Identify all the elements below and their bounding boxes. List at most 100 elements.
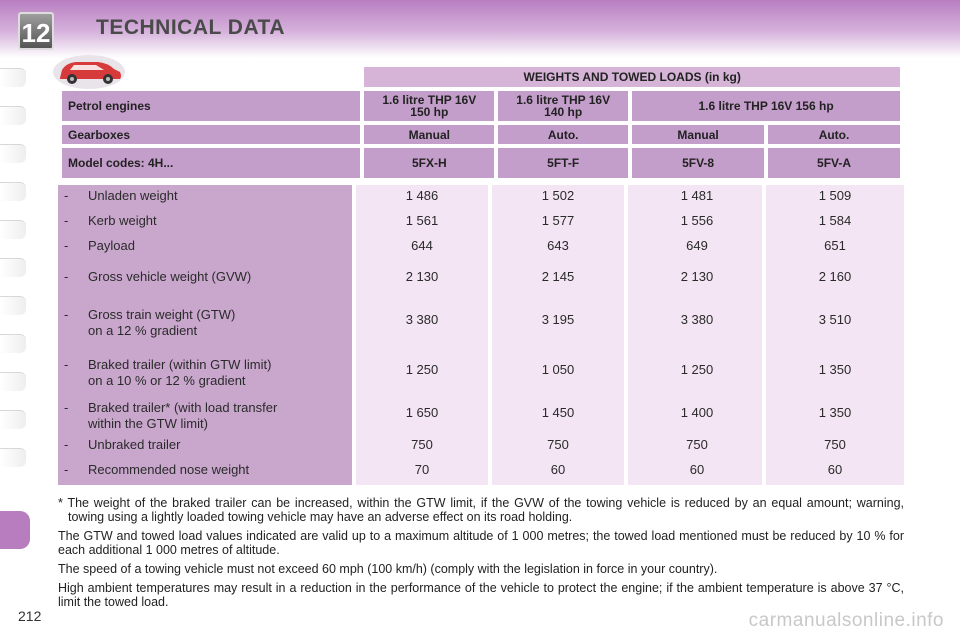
value-cell: 60 bbox=[827, 462, 843, 477]
row-label: Gross vehicle weight (GVW) bbox=[88, 269, 251, 285]
row-bullet: - bbox=[64, 462, 69, 477]
page-number: 212 bbox=[18, 608, 42, 624]
row-label-line: Payload bbox=[88, 238, 135, 253]
value-cell: 3 195 bbox=[541, 312, 575, 327]
value-cell: 1 350 bbox=[818, 405, 852, 420]
chapter-number-badge: 12 bbox=[18, 12, 54, 50]
note-paragraph: The speed of a towing vehicle must not e… bbox=[58, 562, 718, 576]
notes: * The weight of the braked trailer can b… bbox=[58, 496, 904, 614]
value-cell: 644 bbox=[411, 238, 433, 253]
row-bullet: - bbox=[64, 307, 69, 322]
row-label-line: Kerb weight bbox=[88, 213, 157, 228]
gearbox-cell: Auto. bbox=[498, 125, 629, 144]
row-bullet: - bbox=[64, 213, 69, 228]
value-cell: 1 650 bbox=[405, 405, 439, 420]
row-label: Payload bbox=[88, 238, 135, 254]
value-cell: 1 050 bbox=[541, 362, 575, 377]
row-label: Unladen weight bbox=[88, 188, 178, 204]
value-cell: 2 160 bbox=[818, 269, 852, 284]
row-label-line: Gross vehicle weight (GVW) bbox=[88, 269, 252, 284]
engine-row-label: Petrol engines bbox=[62, 91, 361, 121]
value-cell: 1 400 bbox=[680, 405, 714, 420]
row-bullet: - bbox=[64, 437, 69, 452]
chapter-tab[interactable] bbox=[0, 448, 26, 467]
engine-cell: 1.6 litre THP 16V 150 hp bbox=[364, 91, 495, 121]
label-column bbox=[58, 185, 352, 485]
value-cell: 3 380 bbox=[405, 312, 439, 327]
chapter-tab[interactable] bbox=[0, 68, 26, 87]
chapter-tab[interactable] bbox=[0, 106, 26, 125]
value-cell: 651 bbox=[824, 238, 846, 253]
note-paragraph: The GTW and towed load values indicated … bbox=[58, 529, 904, 557]
footnote: * The weight of the braked trailer can b… bbox=[58, 496, 904, 524]
row-label-line: Unladen weight bbox=[88, 188, 178, 203]
value-cell: 750 bbox=[686, 437, 708, 452]
value-cell: 1 486 bbox=[405, 188, 439, 203]
chapter-tab[interactable] bbox=[0, 258, 26, 277]
value-cell: 1 561 bbox=[405, 213, 439, 228]
chapter-tab[interactable] bbox=[0, 182, 26, 201]
value-cell: 2 130 bbox=[680, 269, 714, 284]
gearbox-cell: Manual bbox=[632, 125, 765, 144]
chapter-tab[interactable] bbox=[0, 410, 26, 429]
value-cell: 1 250 bbox=[680, 362, 714, 377]
row-label-line: Recommended nose weight bbox=[88, 462, 250, 477]
row-bullet: - bbox=[64, 357, 69, 372]
chapter-tab[interactable] bbox=[0, 334, 26, 353]
value-cell: 1 502 bbox=[541, 188, 575, 203]
gearbox-row-label: Gearboxes bbox=[62, 125, 361, 144]
row-label: Braked trailer* (with load transfer withi… bbox=[88, 400, 277, 432]
value-cell: 1 450 bbox=[541, 405, 575, 420]
chapter-tab[interactable] bbox=[0, 220, 26, 239]
engine-cell: 1.6 litre THP 16V 140 hp bbox=[498, 91, 629, 121]
row-bullet: - bbox=[64, 269, 69, 284]
chapter-tab[interactable] bbox=[0, 144, 26, 163]
row-label-line: Gross train weight (GTW) bbox=[88, 307, 236, 322]
value-column bbox=[628, 185, 762, 485]
row-label-line: within the GTW limit) bbox=[88, 416, 208, 431]
value-cell: 750 bbox=[547, 437, 569, 452]
row-label-line: on a 12 % gradient bbox=[88, 323, 198, 338]
model-code-cell: 5FT-F bbox=[498, 148, 629, 178]
model-code-row-label: Model codes: 4H... bbox=[62, 148, 361, 178]
value-cell: 1 584 bbox=[818, 213, 852, 228]
value-cell: 1 481 bbox=[680, 188, 714, 203]
row-label: Recommended nose weight bbox=[88, 462, 249, 478]
note-paragraph: High ambient temperatures may result in … bbox=[58, 581, 904, 609]
chapter-tab-active[interactable] bbox=[0, 511, 30, 549]
row-label: Braked trailer (within GTW limit) on a 10… bbox=[88, 357, 271, 389]
table-title: WEIGHTS AND TOWED LOADS (in kg) bbox=[364, 67, 900, 87]
value-cell: 60 bbox=[689, 462, 705, 477]
gearbox-cell: Auto. bbox=[768, 125, 900, 144]
row-bullet: - bbox=[64, 400, 69, 415]
value-cell: 60 bbox=[550, 462, 566, 477]
value-cell: 649 bbox=[686, 238, 708, 253]
model-code-cell: 5FV-A bbox=[768, 148, 900, 178]
chapter-tab[interactable] bbox=[0, 372, 26, 391]
value-cell: 3 510 bbox=[818, 312, 852, 327]
row-bullet: - bbox=[64, 238, 69, 253]
value-cell: 70 bbox=[414, 462, 430, 477]
gearbox-cell: Manual bbox=[364, 125, 495, 144]
value-cell: 750 bbox=[411, 437, 433, 452]
chapter-tab-strip bbox=[0, 60, 30, 560]
value-cell: 3 380 bbox=[680, 312, 714, 327]
row-label-line: Braked trailer* (with load transfer bbox=[88, 400, 278, 415]
chapter-tab[interactable] bbox=[0, 296, 26, 315]
row-label-line: Braked trailer (within GTW limit) bbox=[88, 357, 272, 372]
row-label: Unbraked trailer bbox=[88, 437, 181, 453]
model-code-cell: 5FV-8 bbox=[632, 148, 765, 178]
chapter-title: TECHNICAL DATA bbox=[96, 16, 285, 39]
value-cell: 1 556 bbox=[680, 213, 714, 228]
value-column bbox=[766, 185, 904, 485]
row-label: Kerb weight bbox=[88, 213, 157, 229]
engine-cell: 1.6 litre THP 16V 156 hp bbox=[632, 91, 900, 121]
value-cell: 2 145 bbox=[541, 269, 575, 284]
row-bullet: - bbox=[64, 188, 69, 203]
value-cell: 750 bbox=[824, 437, 846, 452]
value-cell: 1 350 bbox=[818, 362, 852, 377]
header-band bbox=[0, 0, 960, 58]
value-column bbox=[356, 185, 488, 485]
value-column bbox=[492, 185, 624, 485]
value-cell: 1 509 bbox=[818, 188, 852, 203]
